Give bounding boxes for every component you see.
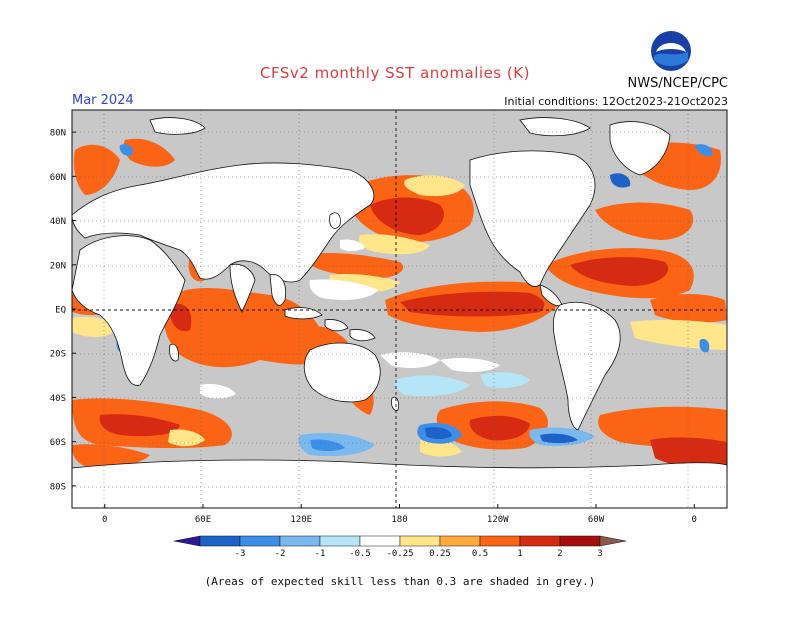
colorbar-label: 1 xyxy=(517,549,522,559)
colorbar-label: -1 xyxy=(315,549,326,559)
latitude-axis: 80N 60N 40N 20N EQ 20S 40S 60S 80S xyxy=(50,129,76,492)
continents xyxy=(72,117,727,508)
lon-tick-label: 60W xyxy=(588,515,605,525)
agency-label: NWS/NCEP/CPC xyxy=(627,76,728,91)
colorbar-segment xyxy=(199,535,241,547)
neutral-anomalies xyxy=(200,239,500,399)
colorbar-segment xyxy=(519,535,561,547)
footnote: (Areas of expected skill less than 0.3 a… xyxy=(204,575,596,588)
colorbar: -3 -2 -1 -0.5 -0.25 0.25 0.5 1 2 3 xyxy=(173,535,627,559)
lat-tick-label: 80S xyxy=(50,482,66,492)
colorbar-label: -0.5 xyxy=(349,549,371,559)
lat-tick-label: 20N xyxy=(50,261,66,271)
lat-tick-label: 60S xyxy=(50,438,66,448)
longitude-axis: 0 60E 120E 180 120W 60W 0 xyxy=(102,504,697,525)
lon-tick-label: 0 xyxy=(692,515,697,525)
colorbar-segment xyxy=(239,535,281,547)
lon-tick-label: 60E xyxy=(195,515,211,525)
lon-tick-label: 120E xyxy=(290,515,312,525)
colorbar-segment xyxy=(439,535,481,547)
colorbar-label: 3 xyxy=(597,549,602,559)
cool-anomalies xyxy=(116,144,713,457)
colorbar-segment xyxy=(279,535,321,547)
antarctica xyxy=(72,459,727,508)
eurasia xyxy=(72,162,375,283)
colorbar-label: -3 xyxy=(235,549,246,559)
lat-tick-label: EQ xyxy=(55,306,66,316)
lon-tick-label: 120W xyxy=(487,515,509,525)
colorbar-label: -2 xyxy=(275,549,286,559)
lat-tick-label: 20S xyxy=(50,350,66,360)
warm-anomalies xyxy=(72,138,727,469)
lat-tick-label: 80N xyxy=(50,129,66,139)
greenland xyxy=(609,121,671,176)
warm-indian-ocean xyxy=(163,288,330,368)
map-title: CFSv2 monthly SST anomalies (K) xyxy=(260,64,530,82)
africa xyxy=(72,235,186,386)
lat-tick-label: 40S xyxy=(50,394,66,404)
colorbar-segment xyxy=(399,535,441,547)
colorbar-label: -0.25 xyxy=(386,549,413,559)
colorbar-segment xyxy=(319,535,361,547)
lon-tick-label: 0 xyxy=(102,515,107,525)
noaa-logo xyxy=(650,30,692,72)
colorbar-segment xyxy=(479,535,521,547)
colorbar-label: 2 xyxy=(557,549,562,559)
colorbar-label: 0.25 xyxy=(429,549,451,559)
colorbar-segment xyxy=(559,535,601,547)
colorbar-segment xyxy=(359,535,401,547)
colorbar-min-triangle xyxy=(173,535,201,547)
map-plot-area xyxy=(72,110,727,508)
initial-conditions-label: Initial conditions: 12Oct2023-21Oct2023 xyxy=(504,95,728,108)
colorbar-label: 0.5 xyxy=(472,549,488,559)
australia xyxy=(303,342,381,403)
valid-month-label: Mar 2024 xyxy=(72,93,134,108)
lat-tick-label: 40N xyxy=(50,217,66,227)
colorbar-max-triangle xyxy=(599,535,627,547)
south-america xyxy=(553,301,621,431)
north-america xyxy=(469,150,596,287)
lat-tick-label: 60N xyxy=(50,173,66,183)
lon-tick-label: 180 xyxy=(391,515,407,525)
